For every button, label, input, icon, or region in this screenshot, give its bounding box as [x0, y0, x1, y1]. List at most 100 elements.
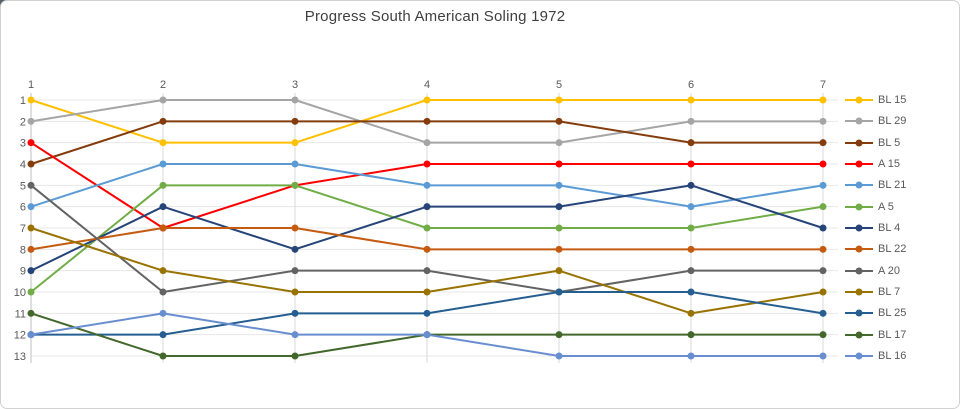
- data-point-bl-7: [555, 267, 563, 275]
- data-point-a-5: [291, 181, 299, 189]
- data-point-a-5: [555, 224, 563, 232]
- data-point-bl-22: [555, 245, 563, 253]
- data-point-bl-22: [159, 224, 167, 232]
- y-tick-label: 11: [15, 308, 26, 320]
- data-point-bl-17: [819, 331, 827, 339]
- y-tick-label: 5: [20, 180, 26, 192]
- data-point-bl-5: [27, 160, 35, 168]
- data-point-bl-16: [423, 331, 431, 339]
- data-point-bl-4: [819, 224, 827, 232]
- data-point-bl-5: [819, 139, 827, 147]
- data-point-bl-29: [687, 117, 695, 125]
- data-point-bl-22: [819, 245, 827, 253]
- data-point-bl-15: [555, 96, 563, 104]
- data-point-bl-21: [555, 181, 563, 189]
- x-tick-label: 7: [820, 79, 826, 91]
- data-point-bl-5: [423, 117, 431, 125]
- data-point-a-20: [159, 288, 167, 296]
- data-point-bl-21: [159, 160, 167, 168]
- data-point-bl-16: [291, 331, 299, 339]
- data-point-bl-17: [159, 352, 167, 360]
- data-point-a-15: [423, 160, 431, 168]
- data-point-bl-4: [555, 203, 563, 211]
- data-point-bl-21: [819, 181, 827, 189]
- data-point-a-20: [423, 267, 431, 275]
- data-point-bl-7: [159, 267, 167, 275]
- data-point-bl-25: [687, 288, 695, 296]
- data-point-bl-7: [27, 224, 35, 232]
- data-point-bl-21: [27, 203, 35, 211]
- data-point-bl-25: [555, 288, 563, 296]
- data-point-bl-16: [687, 352, 695, 360]
- data-point-bl-29: [819, 117, 827, 125]
- data-point-bl-5: [687, 139, 695, 147]
- chart-title: Progress South American Soling 1972: [304, 8, 566, 25]
- data-point-bl-4: [423, 203, 431, 211]
- data-point-bl-16: [819, 352, 827, 360]
- data-point-bl-7: [423, 288, 431, 296]
- data-point-a-15: [687, 160, 695, 168]
- x-tick-label: 4: [424, 79, 430, 91]
- y-tick-label: 2: [20, 116, 26, 128]
- data-point-bl-29: [423, 139, 431, 147]
- data-point-bl-7: [291, 288, 299, 296]
- data-point-a-20: [819, 267, 827, 275]
- data-point-bl-15: [819, 96, 827, 104]
- data-point-bl-21: [423, 181, 431, 189]
- x-tick-label: 6: [688, 79, 694, 91]
- data-point-bl-21: [687, 203, 695, 211]
- data-point-bl-5: [159, 117, 167, 125]
- data-point-bl-25: [159, 331, 167, 339]
- data-point-a-15: [555, 160, 563, 168]
- x-tick-label: 1: [28, 79, 34, 91]
- data-point-bl-5: [291, 117, 299, 125]
- data-point-bl-15: [27, 96, 35, 104]
- data-point-bl-29: [27, 117, 35, 125]
- data-point-bl-29: [159, 96, 167, 104]
- data-point-bl-17: [687, 331, 695, 339]
- data-point-bl-29: [555, 139, 563, 147]
- data-point-bl-16: [27, 331, 35, 339]
- y-tick-label: 4: [20, 159, 26, 171]
- y-tick-label: 10: [14, 287, 26, 299]
- x-tick-label: 5: [556, 79, 562, 91]
- data-point-bl-17: [291, 352, 299, 360]
- data-point-bl-5: [555, 117, 563, 125]
- data-point-bl-15: [159, 139, 167, 147]
- data-point-a-5: [687, 224, 695, 232]
- data-point-bl-7: [687, 309, 695, 317]
- y-tick-label: 7: [20, 223, 26, 235]
- data-point-bl-21: [291, 160, 299, 168]
- data-point-a-5: [423, 224, 431, 232]
- data-point-bl-15: [291, 139, 299, 147]
- x-tick-label: 2: [160, 79, 166, 91]
- data-point-bl-17: [27, 309, 35, 317]
- data-point-a-5: [27, 288, 35, 296]
- data-point-bl-25: [291, 309, 299, 317]
- data-point-bl-22: [423, 245, 431, 253]
- data-point-bl-15: [687, 96, 695, 104]
- data-point-bl-22: [687, 245, 695, 253]
- data-point-a-20: [27, 181, 35, 189]
- data-point-bl-22: [27, 245, 35, 253]
- data-point-a-20: [687, 267, 695, 275]
- data-point-a-15: [819, 160, 827, 168]
- data-point-bl-16: [555, 352, 563, 360]
- x-tick-label: 3: [292, 79, 298, 91]
- y-tick-label: 13: [14, 351, 26, 363]
- data-point-a-5: [819, 203, 827, 211]
- y-tick-label: 9: [20, 266, 26, 278]
- data-point-bl-17: [555, 331, 563, 339]
- data-point-bl-4: [291, 245, 299, 253]
- data-point-a-20: [291, 267, 299, 275]
- data-point-bl-4: [27, 267, 35, 275]
- data-point-bl-4: [159, 203, 167, 211]
- data-point-bl-16: [159, 309, 167, 317]
- data-point-a-5: [159, 181, 167, 189]
- y-tick-label: 6: [20, 202, 26, 214]
- y-tick-label: 12: [14, 330, 26, 342]
- data-point-bl-15: [423, 96, 431, 104]
- data-point-bl-4: [687, 181, 695, 189]
- y-tick-label: 3: [20, 138, 26, 150]
